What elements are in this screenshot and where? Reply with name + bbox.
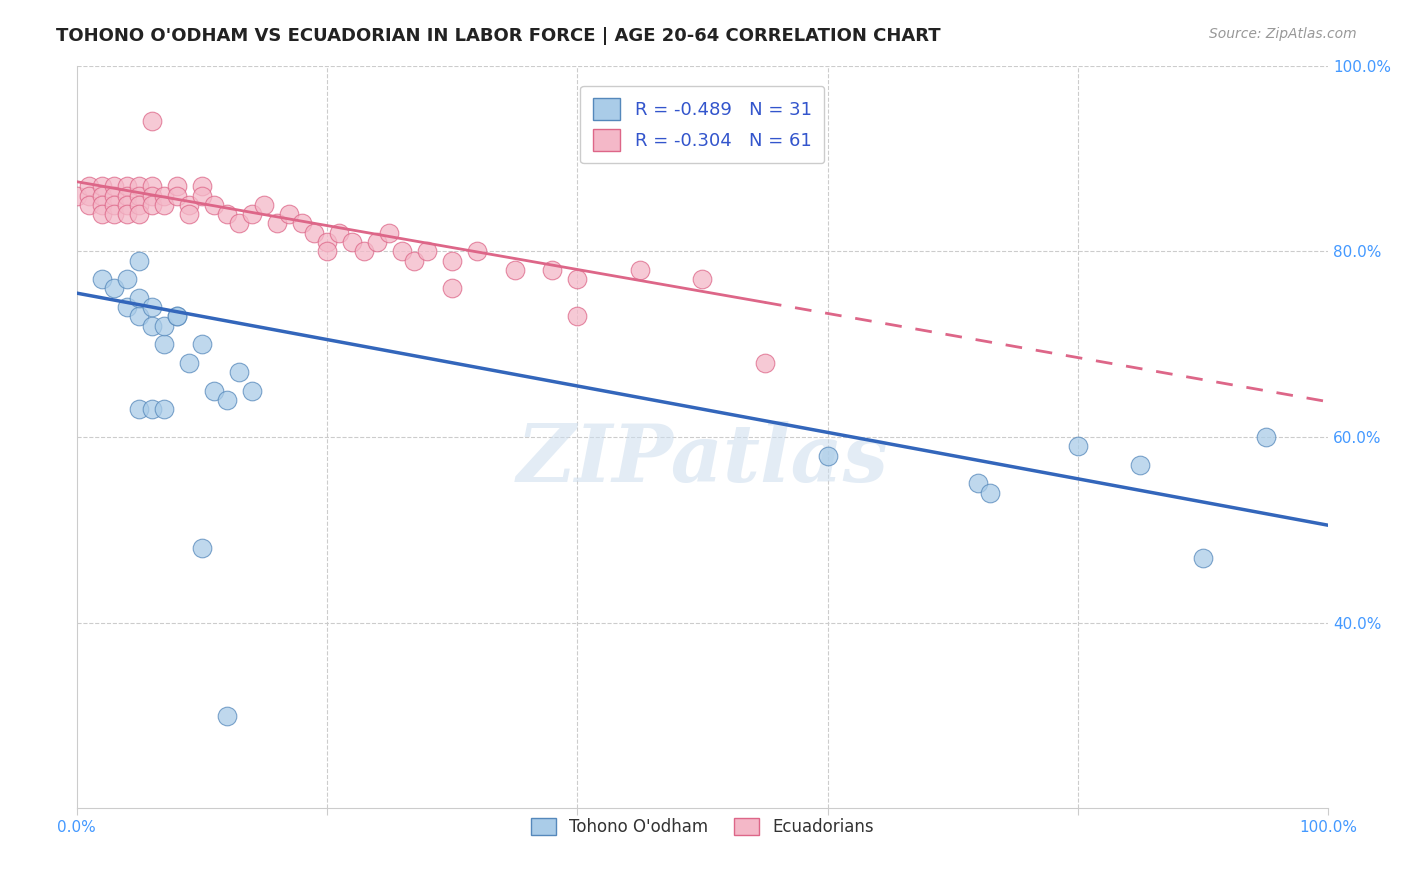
Point bbox=[128, 188, 150, 202]
Point bbox=[441, 281, 464, 295]
Point bbox=[115, 272, 138, 286]
Point bbox=[115, 198, 138, 212]
Point bbox=[240, 207, 263, 221]
Point bbox=[416, 244, 439, 259]
Text: TOHONO O'ODHAM VS ECUADORIAN IN LABOR FORCE | AGE 20-64 CORRELATION CHART: TOHONO O'ODHAM VS ECUADORIAN IN LABOR FO… bbox=[56, 27, 941, 45]
Point bbox=[304, 226, 326, 240]
Point bbox=[404, 253, 426, 268]
Point bbox=[90, 272, 112, 286]
Point bbox=[103, 198, 125, 212]
Point bbox=[128, 207, 150, 221]
Point bbox=[202, 384, 225, 398]
Point bbox=[541, 263, 564, 277]
Point bbox=[141, 179, 163, 194]
Point bbox=[441, 253, 464, 268]
Point bbox=[315, 244, 337, 259]
Point bbox=[567, 310, 589, 324]
Point bbox=[253, 198, 276, 212]
Point bbox=[103, 188, 125, 202]
Point bbox=[153, 318, 176, 333]
Point bbox=[166, 310, 188, 324]
Point bbox=[465, 244, 488, 259]
Point bbox=[166, 310, 188, 324]
Point bbox=[567, 272, 589, 286]
Point bbox=[115, 188, 138, 202]
Point bbox=[215, 708, 238, 723]
Point bbox=[90, 207, 112, 221]
Point bbox=[340, 235, 363, 249]
Point bbox=[179, 356, 201, 370]
Point bbox=[141, 188, 163, 202]
Point bbox=[817, 449, 839, 463]
Point bbox=[141, 198, 163, 212]
Point bbox=[166, 179, 188, 194]
Point bbox=[1192, 550, 1215, 565]
Point bbox=[141, 300, 163, 314]
Point bbox=[202, 198, 225, 212]
Point bbox=[128, 253, 150, 268]
Point bbox=[115, 207, 138, 221]
Point bbox=[128, 198, 150, 212]
Point bbox=[103, 179, 125, 194]
Point bbox=[291, 217, 314, 231]
Point bbox=[141, 318, 163, 333]
Point bbox=[141, 114, 163, 128]
Point bbox=[278, 207, 301, 221]
Point bbox=[153, 402, 176, 417]
Point bbox=[240, 384, 263, 398]
Point bbox=[141, 402, 163, 417]
Point bbox=[979, 485, 1001, 500]
Point bbox=[190, 179, 212, 194]
Point bbox=[103, 207, 125, 221]
Point bbox=[391, 244, 413, 259]
Point bbox=[166, 188, 188, 202]
Point bbox=[1254, 430, 1277, 444]
Point bbox=[315, 235, 337, 249]
Point bbox=[90, 198, 112, 212]
Point bbox=[65, 188, 87, 202]
Point bbox=[215, 392, 238, 407]
Point bbox=[128, 179, 150, 194]
Text: Source: ZipAtlas.com: Source: ZipAtlas.com bbox=[1209, 27, 1357, 41]
Point bbox=[153, 337, 176, 351]
Point bbox=[77, 188, 100, 202]
Point bbox=[754, 356, 776, 370]
Point bbox=[128, 402, 150, 417]
Point bbox=[228, 217, 250, 231]
Point bbox=[366, 235, 388, 249]
Point bbox=[190, 188, 212, 202]
Point bbox=[692, 272, 714, 286]
Point bbox=[103, 281, 125, 295]
Point bbox=[90, 179, 112, 194]
Point bbox=[90, 188, 112, 202]
Point bbox=[128, 291, 150, 305]
Point bbox=[628, 263, 651, 277]
Point bbox=[128, 310, 150, 324]
Point bbox=[353, 244, 375, 259]
Legend: Tohono O'odham, Ecuadorians: Tohono O'odham, Ecuadorians bbox=[523, 810, 882, 845]
Point bbox=[266, 217, 288, 231]
Point bbox=[215, 207, 238, 221]
Point bbox=[179, 207, 201, 221]
Point bbox=[190, 541, 212, 556]
Point bbox=[115, 179, 138, 194]
Point bbox=[228, 365, 250, 379]
Point bbox=[1129, 458, 1152, 472]
Point bbox=[153, 188, 176, 202]
Text: ZIPatlas: ZIPatlas bbox=[516, 420, 889, 498]
Point bbox=[966, 476, 988, 491]
Point bbox=[115, 300, 138, 314]
Point bbox=[378, 226, 401, 240]
Point bbox=[1067, 439, 1090, 453]
Point bbox=[503, 263, 526, 277]
Point bbox=[77, 198, 100, 212]
Point bbox=[328, 226, 350, 240]
Point bbox=[153, 198, 176, 212]
Point bbox=[190, 337, 212, 351]
Point bbox=[77, 179, 100, 194]
Point bbox=[179, 198, 201, 212]
